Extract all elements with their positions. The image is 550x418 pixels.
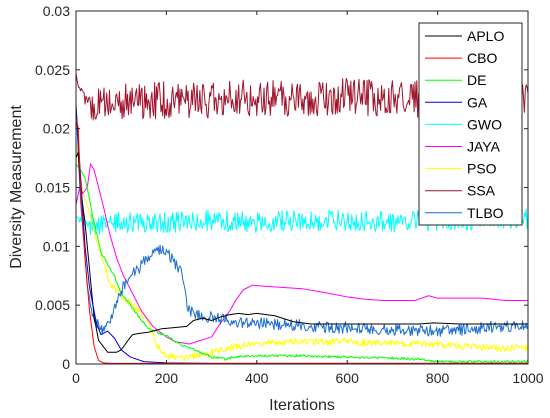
legend-label-cbo: CBO [467, 50, 497, 66]
x-tick-label: 800 [426, 370, 450, 386]
legend: APLO CBO DE GA GWO JAYA PSO SSA TLBO [418, 22, 523, 226]
series-line-de [76, 163, 528, 364]
ticks-layer: 0 200 400 600 800 1000 0 0.005 0.01 0.015 0.02 0.02… [35, 3, 544, 386]
legend-label-aplo: APLO [467, 28, 504, 44]
series-layer [76, 73, 528, 364]
legend-label-jaya: JAYA [467, 139, 501, 155]
series-line-pso [76, 140, 528, 362]
legend-label-de: DE [467, 72, 486, 88]
x-tick-label: 400 [245, 370, 269, 386]
series-line-jaya [76, 163, 528, 345]
series-line-cbo [76, 116, 528, 364]
y-tick-label: 0 [62, 356, 70, 372]
y-tick-label: 0.01 [43, 238, 70, 254]
y-tick-label: 0.025 [35, 62, 70, 78]
legend-label-ga: GA [467, 94, 488, 110]
y-tick-label: 0.02 [43, 121, 70, 137]
legend-label-tlbo: TLBO [467, 205, 504, 221]
series-line-tlbo [76, 104, 528, 337]
y-axis-label: Diversity Measurement [8, 105, 25, 269]
legend-label-pso: PSO [467, 161, 497, 177]
series-line-aplo [76, 151, 528, 353]
y-tick-label: 0.005 [35, 297, 70, 313]
y-tick-label: 0.015 [35, 180, 70, 196]
x-tick-label: 1000 [512, 370, 543, 386]
x-axis-label: Iterations [269, 397, 335, 414]
x-tick-label: 600 [336, 370, 360, 386]
legend-label-ssa: SSA [467, 183, 496, 199]
x-tick-label: 200 [155, 370, 179, 386]
series-line-ga [76, 105, 528, 364]
x-tick-label: 0 [72, 370, 80, 386]
y-tick-label: 0.03 [43, 3, 70, 19]
legend-label-gwo: GWO [467, 116, 502, 132]
